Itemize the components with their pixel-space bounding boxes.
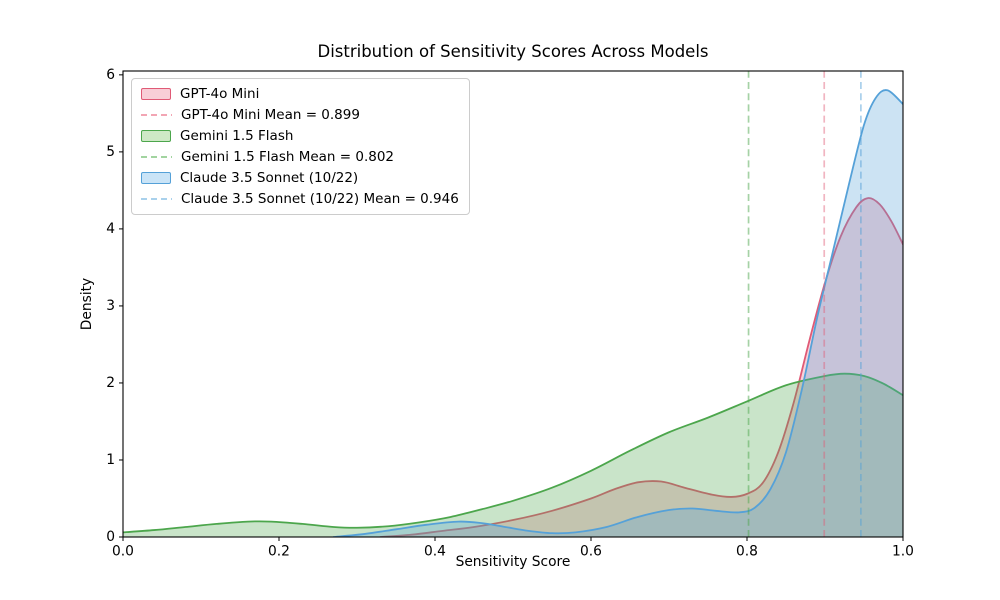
y-tick-label: 3	[106, 298, 115, 314]
density-curve-gemini-1-5-flash	[123, 372, 903, 534]
legend-label: Gemini 1.5 Flash	[180, 128, 294, 144]
plot-border	[122, 70, 904, 538]
legend: GPT-4o Mini GPT-4o Mini Mean = 0.899 Gemin…	[131, 78, 470, 215]
legend-label: Claude 3.5 Sonnet (10/22) Mean = 0.946	[181, 191, 459, 207]
legend-label: Claude 3.5 Sonnet (10/22)	[180, 170, 359, 186]
legend-item: Claude 3.5 Sonnet (10/22)	[141, 170, 459, 186]
x-tick-label: 0.0	[112, 544, 134, 560]
y-tick-label: 4	[106, 221, 115, 237]
y-tick-label: 1	[106, 452, 115, 468]
x-tick-label: 1.0	[892, 544, 914, 560]
legend-item: Gemini 1.5 Flash	[141, 128, 459, 144]
density-curve-claude-3-5-sonnet	[332, 89, 903, 537]
y-axis-label: Density	[79, 277, 95, 331]
x-tick-label: 0.8	[736, 544, 758, 560]
x-tick-label: 0.2	[268, 544, 290, 560]
legend-patch-swatch-icon	[141, 172, 171, 184]
legend-dashed-line-swatch-icon	[141, 113, 172, 117]
legend-item: GPT-4o Mini Mean = 0.899	[141, 107, 459, 123]
y-tick-label: 6	[106, 67, 115, 83]
x-axis-label: Sensitivity Score	[455, 554, 571, 570]
chart-title: Distribution of Sensitivity Scores Acros…	[317, 42, 709, 61]
legend-dashed-line-swatch-icon	[141, 197, 172, 201]
y-tick-label: 0	[106, 529, 115, 545]
legend-dashed-line-swatch-icon	[141, 155, 172, 159]
density-area-gemini-1-5-flash	[123, 373, 903, 537]
legend-label: GPT-4o Mini	[180, 86, 260, 102]
y-tick-label: 2	[106, 375, 115, 391]
legend-label: GPT-4o Mini Mean = 0.899	[181, 107, 360, 123]
legend-item: Gemini 1.5 Flash Mean = 0.802	[141, 149, 459, 165]
density-curve-gpt-4o-mini	[379, 197, 903, 537]
density-area-gpt-4o-mini	[380, 198, 903, 537]
axis-ticks-layer: 0.0 0.2 0.4 0.6 0.8 1.0 0 1 2 3 4 5 6	[106, 67, 914, 560]
legend-label: Gemini 1.5 Flash Mean = 0.802	[181, 149, 395, 165]
y-tick-label: 5	[106, 144, 115, 160]
legend-patch-swatch-icon	[141, 88, 171, 100]
legend-patch-swatch-icon	[141, 130, 171, 142]
x-tick-label: 0.4	[424, 544, 446, 560]
x-tick-label: 0.6	[580, 544, 602, 560]
legend-item: Claude 3.5 Sonnet (10/22) Mean = 0.946	[141, 191, 459, 207]
density-curves-layer	[123, 89, 903, 537]
density-area-claude-3-5-sonnet	[333, 90, 903, 537]
legend-item: GPT-4o Mini	[141, 86, 459, 102]
